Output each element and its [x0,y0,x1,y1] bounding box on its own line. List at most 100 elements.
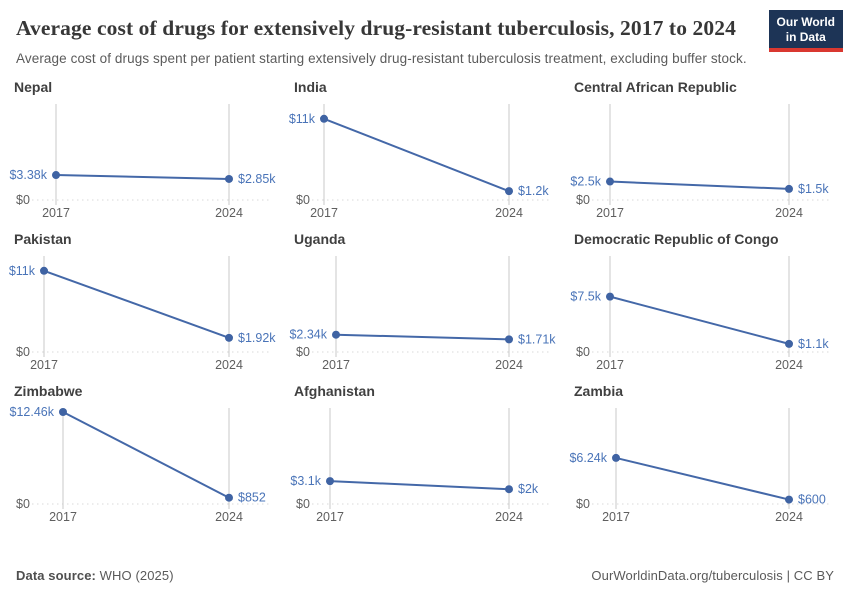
data-line [609,180,790,190]
data-point-2024 [785,495,793,504]
year-tick-label: 2024 [495,206,523,220]
value-label-2024: $1.2k [518,184,549,198]
data-point-2024 [505,335,513,344]
value-label-2017: $6.24k [569,451,607,465]
facet-title: Afghanistan [294,383,375,399]
data-point-2017 [52,171,60,180]
facet-title: Nepal [14,79,53,95]
facet-title: Democratic Republic of Congo [574,231,779,247]
data-point-2017 [326,477,334,486]
year-tick-label: 2024 [495,510,523,524]
facet-india: India $0 2017 2024 $11k $1.2k [289,79,554,222]
facet-title: Central African Republic [574,79,737,95]
value-label-2024: $2k [518,482,539,496]
year-tick-label: 2017 [310,206,338,220]
facet-title: Zambia [574,383,624,399]
value-label-2024: $1.92k [238,331,276,345]
year-tick-label: 2024 [495,358,523,372]
facet-uganda: Uganda $0 2017 2024 $2.34k $1.71k [289,231,556,374]
owid-logo-line1: Our World [776,15,835,29]
data-line [43,269,230,339]
data-point-2017 [612,453,620,462]
year-tick-label: 2017 [322,358,350,372]
page-subtitle: Average cost of drugs spent per patient … [16,51,747,66]
data-point-2017 [59,408,67,416]
facet-chart: $0 2017 2024 $3.1k $2k [290,408,550,524]
chart-footer: Data source: WHO (2025) OurWorldinData.o… [0,568,850,600]
value-label-2024: $1.71k [518,332,556,346]
zero-tick-label: $0 [16,345,30,359]
data-line [329,480,510,491]
year-tick-label: 2024 [775,510,803,524]
year-tick-label: 2017 [596,358,624,372]
zero-tick-label: $0 [576,345,590,359]
data-line [323,117,510,193]
zero-tick-label: $0 [16,497,30,511]
zero-tick-label: $0 [576,193,590,207]
year-tick-label: 2017 [596,206,624,220]
value-label-2024: $1.5k [798,182,829,196]
value-label-2024: $600 [798,493,826,507]
data-line [55,174,230,180]
facet-pakistan: Pakistan $0 2017 2024 $11k $1.92k [9,231,276,374]
data-point-2017 [332,330,340,339]
owid-logo: Our World in Data [768,10,843,52]
footer-source-value: WHO (2025) [95,568,174,583]
facet-title: Uganda [294,231,346,247]
facet-title: Pakistan [14,231,72,247]
year-tick-label: 2017 [602,510,630,524]
data-point-2024 [505,485,513,494]
data-point-2017 [320,114,328,123]
year-tick-label: 2024 [775,358,803,372]
year-tick-label: 2017 [49,510,77,524]
value-label-2017: $3.1k [290,474,321,488]
value-label-2017: $11k [289,112,316,126]
facet-zimbabwe: Zimbabwe $0 2017 2024 $12.46k $852 [10,383,274,526]
data-point-2017 [40,266,48,275]
value-label-2017: $2.34k [289,328,327,342]
data-point-2024 [785,339,793,348]
value-label-2017: $7.5k [570,290,601,304]
data-point-2024 [505,187,513,196]
facet-zambia: Zambia $0 2017 2024 $6.24k $600 [569,383,834,526]
data-line [335,333,510,341]
data-point-2024 [225,493,233,502]
value-label-2024: $852 [238,491,266,505]
footer-source-label: Data source: [16,568,96,583]
chart-header: Average cost of drugs for extensively dr… [0,0,850,66]
footer-attribution-link[interactable]: OurWorldinData.org/tuberculosis | CC BY [591,568,834,583]
facet-chart: $0 2017 2024 $12.46k $852 [10,405,270,524]
year-tick-label: 2017 [42,206,70,220]
page-title: Average cost of drugs for extensively dr… [16,16,736,40]
year-tick-label: 2024 [215,358,243,372]
value-label-2017: $12.46k [10,405,55,419]
facet-chart: $0 2017 2024 $2.34k $1.71k [289,256,556,372]
data-line [609,295,790,345]
facet-central-african-republic: Central African Republic $0 2017 2024 $2.5k $… [570,79,834,222]
year-tick-label: 2024 [215,206,243,220]
data-line [615,456,790,501]
facet-chart: $0 2017 2024 $7.5k $1.1k [570,256,830,372]
zero-tick-label: $0 [296,497,310,511]
year-tick-label: 2024 [775,206,803,220]
data-point-2017 [606,292,614,301]
facet-chart: $0 2017 2024 $2.5k $1.5k [570,104,830,220]
zero-tick-label: $0 [576,497,590,511]
year-tick-label: 2024 [215,510,243,524]
value-label-2017: $3.38k [9,168,47,182]
data-line [62,411,230,499]
facet-nepal: Nepal $0 2017 2024 $3.38k $2.85k [9,79,276,222]
year-tick-label: 2017 [316,510,344,524]
zero-tick-label: $0 [16,193,30,207]
facet-grid: Nepal $0 2017 2024 $3.38k $2.85k India $0 2017 20… [0,66,850,526]
zero-tick-label: $0 [296,345,310,359]
zero-tick-label: $0 [296,193,310,207]
data-point-2017 [606,177,614,186]
footer-source: Data source: WHO (2025) [16,568,174,583]
data-point-2024 [225,333,233,342]
data-point-2024 [785,184,793,193]
facet-chart: $0 2017 2024 $6.24k $600 [569,408,830,524]
facet-afghanistan: Afghanistan $0 2017 2024 $3.1k $2k [290,383,554,526]
